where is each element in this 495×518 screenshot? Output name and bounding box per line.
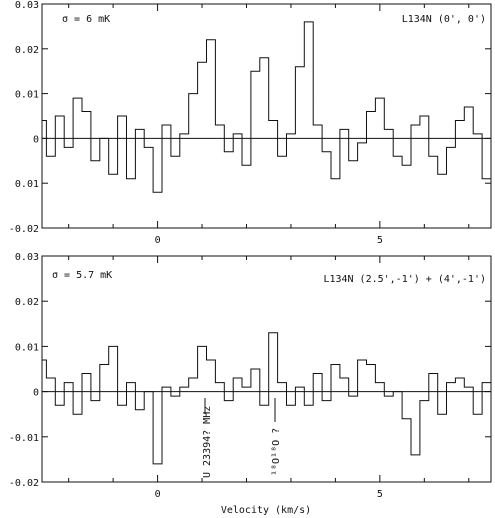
bottom-tick-marks [42, 255, 491, 483]
y-tick-label: -0.02 [9, 478, 39, 489]
top-tick-marks [42, 3, 491, 229]
y-tick-label: -0.02 [9, 224, 39, 235]
x-axis-title: Velocity (km/s) [221, 505, 311, 516]
x-tick-label: 0 [155, 235, 161, 246]
x-tick-label: 5 [377, 489, 383, 500]
top-source-label: L134N (0', 0') [402, 14, 486, 25]
y-tick-label: -0.01 [9, 433, 39, 444]
top-spectrum-panel: -0.02 0.01 0 0.01 0.02 0.03 0 5 σ = 6 mK L134N … [9, 0, 492, 246]
line2-annotation: ¹⁸O¹⁸O ? [271, 428, 282, 476]
y-tick-label: 0.03 [15, 252, 39, 263]
bottom-spectrum-line [42, 332, 491, 465]
bottom-source-label: L134N (2.5',-1') + (4',-1') [323, 274, 486, 285]
x-tick-label: 0 [155, 489, 161, 500]
y-tick-label: 0.02 [15, 297, 39, 308]
y-tick-label: 0.01 [15, 179, 39, 190]
y-tick-label: 0.01 [15, 90, 39, 101]
bottom-plot-frame [41, 255, 492, 483]
top-tick-labels: -0.02 0.01 0 0.01 0.02 0.03 0 5 [9, 0, 383, 246]
y-tick-label: 0 [33, 388, 39, 399]
bottom-tick-labels: -0.02 -0.01 0 0.01 0.02 0.03 0 5 [9, 252, 383, 500]
top-plot-frame [41, 3, 492, 229]
y-tick-label: 0 [33, 134, 39, 145]
y-tick-label: 0.03 [15, 0, 39, 11]
x-tick-label: 5 [377, 235, 383, 246]
bottom-sigma-label: σ = 5.7 mK [52, 270, 112, 281]
y-tick-label: 0.02 [15, 45, 39, 56]
y-tick-label: 0.01 [15, 342, 39, 353]
top-spectrum-line [42, 21, 491, 193]
line1-annotation: U 23394? MHz [202, 406, 213, 478]
top-sigma-label: σ = 6 mK [62, 14, 110, 25]
bottom-spectrum-panel: -0.02 -0.01 0 0.01 0.02 0.03 0 5 σ = 5.7 mK L13… [9, 252, 492, 516]
